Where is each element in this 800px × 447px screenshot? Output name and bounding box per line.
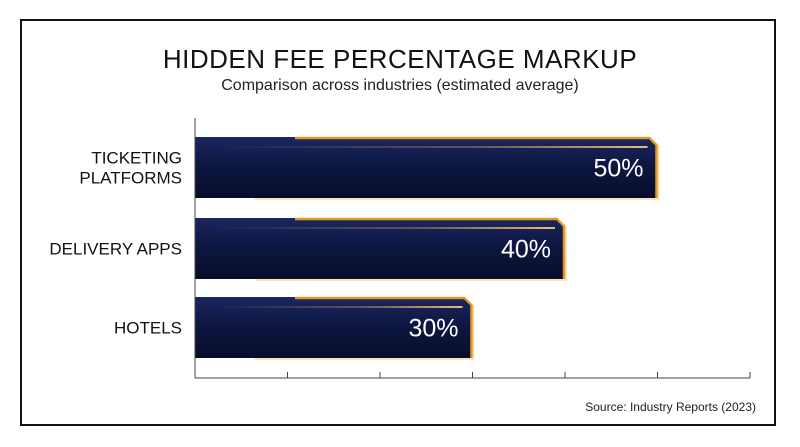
bar-edge-glow [295,296,473,358]
bar-edge-glow [295,136,658,198]
value-label: 40% [501,236,551,264]
category-label: HOTELS [114,319,182,338]
bar-group: 50% TICKETING PLATFORMS [79,136,660,200]
bar-group: 30% HOTELS [114,296,475,360]
bar-edge-shadow [255,145,660,200]
bar-edge-glow [295,217,566,279]
bar-highlight [215,306,463,308]
source-note: Source: Industry Reports (2023) [585,400,756,414]
bar [195,137,658,198]
bar-edge-shadow [255,305,475,360]
value-label: 50% [593,155,643,183]
bar-group: 40% DELIVERY APPS [49,217,567,281]
chart-subtitle: Comparison across industries (estimated … [221,77,579,94]
bar-highlight [215,227,555,229]
bar-highlight [215,146,648,148]
chart-title: HIDDEN FEE PERCENTAGE MARKUP [162,44,638,74]
bar-edge-shadow [255,226,567,281]
value-label: 30% [408,315,458,343]
bar [195,218,565,279]
category-label: DELIVERY APPS [49,240,182,259]
bar [195,297,473,358]
category-label: TICKETING PLATFORMS [79,149,182,188]
